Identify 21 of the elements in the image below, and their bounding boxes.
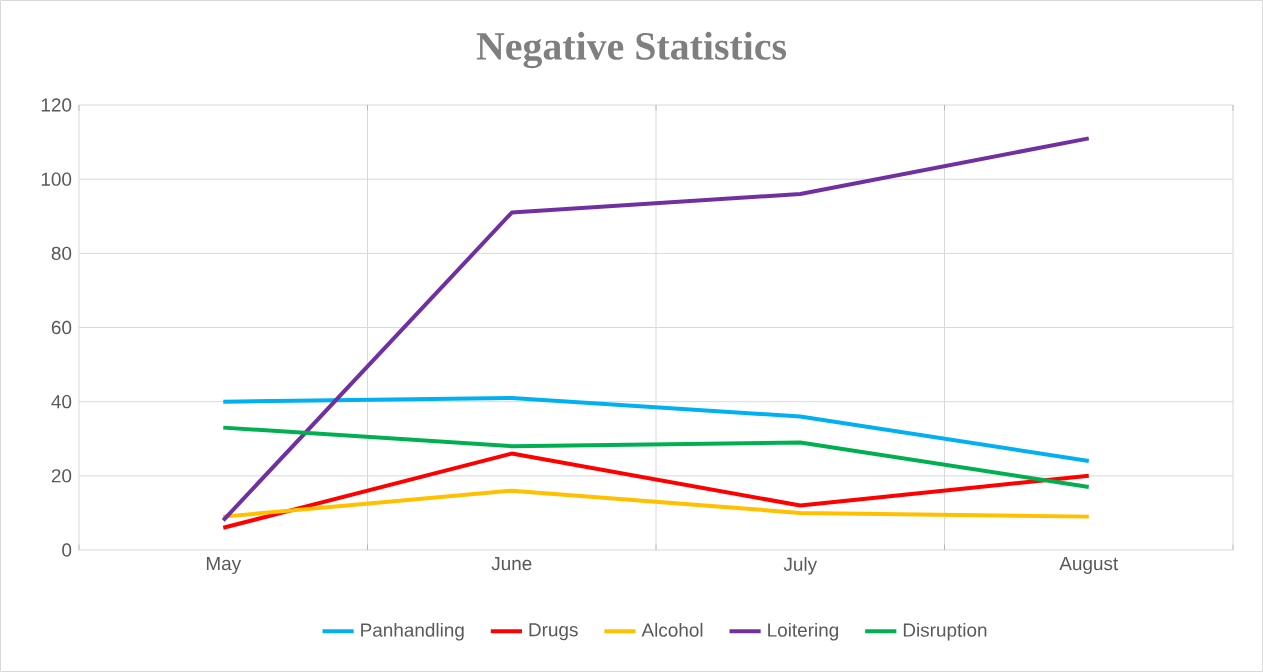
- line-series: [221, 395, 1091, 463]
- line-series: [221, 425, 1091, 489]
- legend-label: Loitering: [768, 622, 839, 641]
- line-series: [221, 136, 1091, 523]
- legend-label: Drugs: [529, 623, 578, 641]
- y-tick-label: 40: [51, 394, 72, 409]
- y-tick-label: 80: [51, 246, 72, 261]
- legend-label: Alcohol: [641, 622, 703, 637]
- y-tick-label: 20: [51, 469, 72, 483]
- x-tick-label: June: [491, 557, 532, 571]
- legend-label: Panhandling: [361, 622, 464, 641]
- x-tick-label: August: [1059, 557, 1119, 574]
- y-tick-label: 100: [41, 172, 72, 186]
- chart-title: Negative Statistics: [476, 31, 787, 69]
- y-tick-label: 120: [41, 98, 72, 112]
- line-series: [221, 451, 1091, 530]
- x-tick-label: July: [783, 557, 818, 575]
- y-tick-label: 0: [62, 543, 72, 557]
- y-tick-label: 60: [51, 320, 72, 335]
- legend-label: Disruption: [903, 622, 987, 641]
- x-tick-label: May: [206, 557, 242, 574]
